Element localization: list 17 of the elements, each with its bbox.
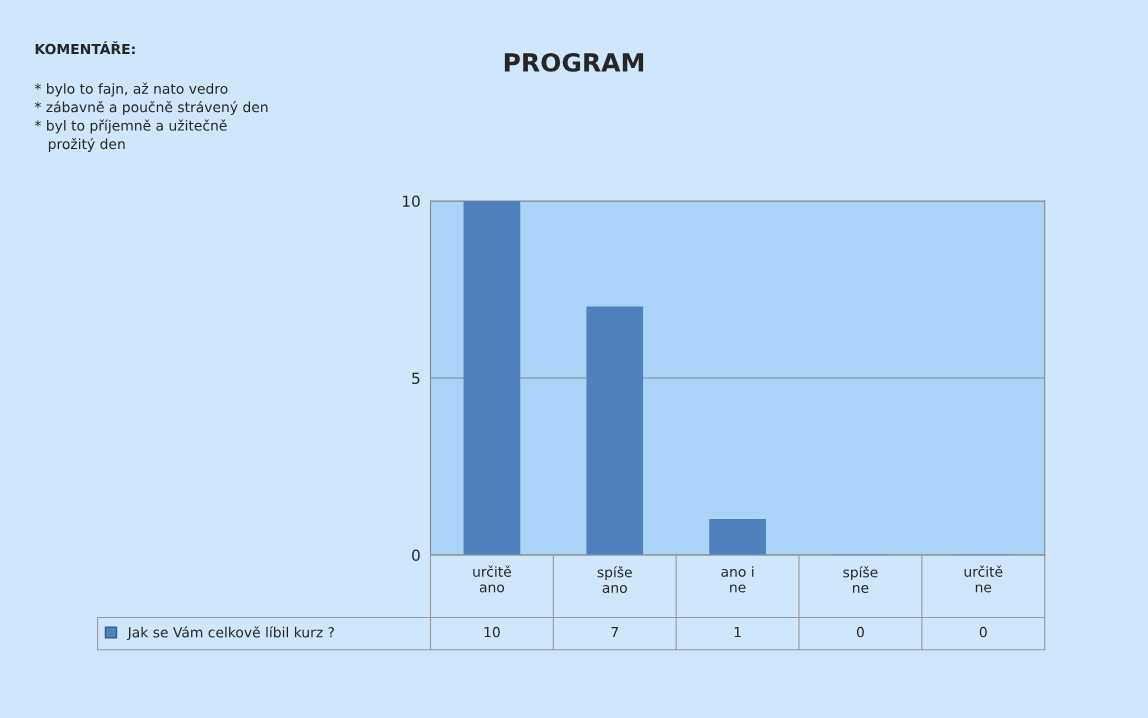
text: KOMENTÁŘE:: [35, 41, 135, 55]
data-label: 1: [734, 626, 741, 638]
y-tick-label: 0: [412, 549, 420, 562]
x-tick-label: spíše ne: [843, 566, 878, 593]
data-label: 10: [484, 626, 500, 638]
y-tick-label: 10: [403, 195, 420, 208]
x-tick-label: spíše ano: [597, 566, 632, 593]
x-tick-label: určitě ne: [964, 565, 1003, 593]
y-tick-label: 5: [412, 372, 420, 385]
data-label: 0: [979, 626, 987, 638]
data-label: 7: [611, 626, 618, 638]
data-label: 0: [856, 626, 864, 638]
text: * bylo to fajn, až nato vedro * zábavně a poučně strávený den * byl to příjemně a užitečně prožitý den: [34, 82, 268, 152]
x-tick-label: ano i ne: [721, 566, 754, 593]
x-tick-label: určitě ano: [473, 565, 512, 593]
legend-label: Jak se Vám celkově líbil kurz ?: [126, 626, 334, 641]
chart-title: PROGRAM: [504, 52, 644, 72]
